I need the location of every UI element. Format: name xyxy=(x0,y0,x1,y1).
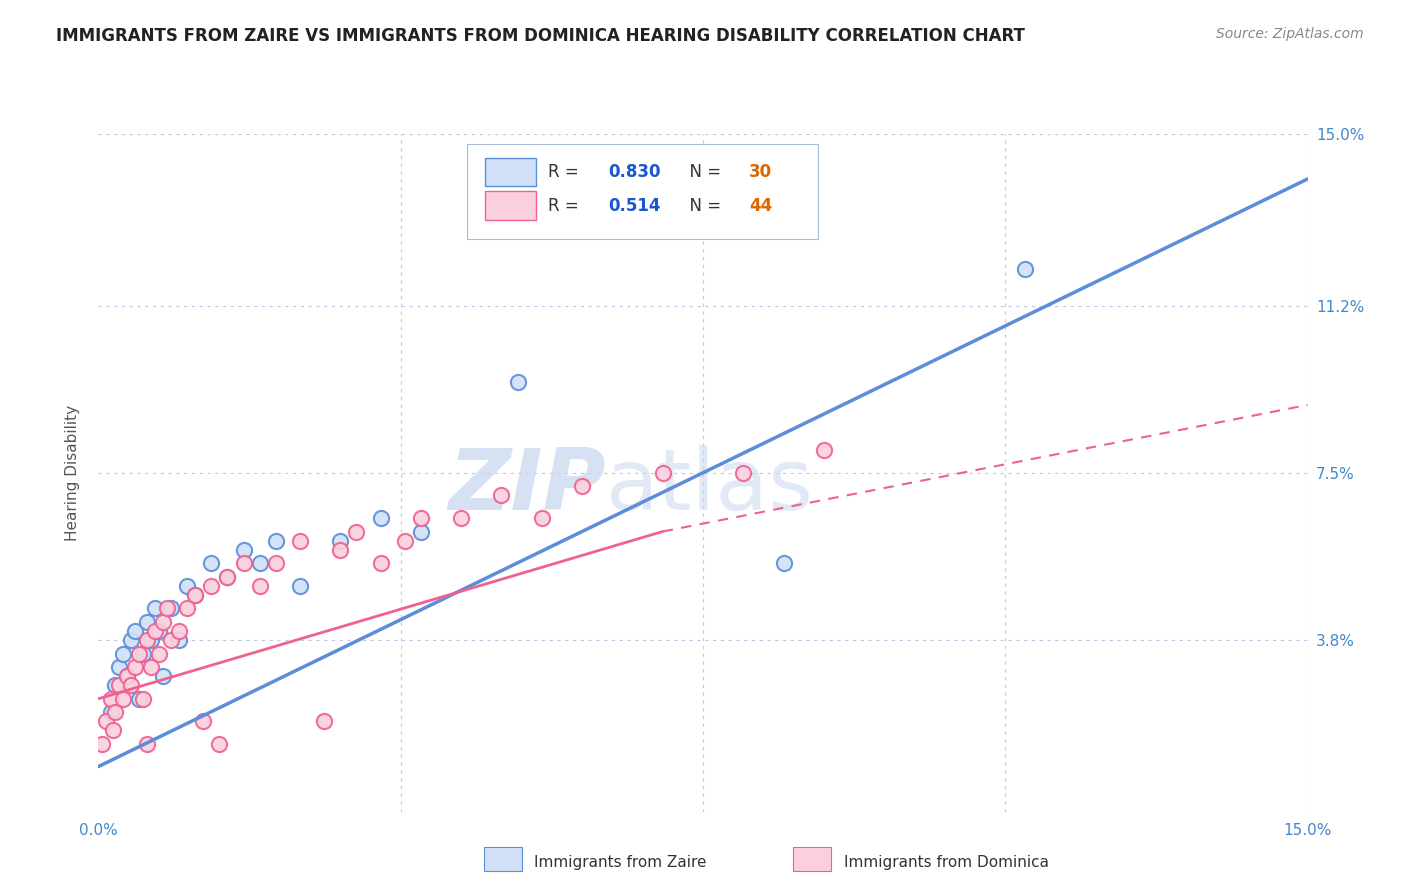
Point xyxy=(329,533,352,548)
Point xyxy=(200,579,222,593)
Text: 30: 30 xyxy=(749,163,772,181)
Text: 0.514: 0.514 xyxy=(609,197,661,215)
Text: 44: 44 xyxy=(749,197,772,215)
Point xyxy=(264,533,287,548)
Point xyxy=(132,691,155,706)
Point xyxy=(152,615,174,629)
Point xyxy=(135,737,157,751)
Point xyxy=(120,678,142,692)
Point xyxy=(530,511,553,525)
Point xyxy=(651,466,673,480)
Point xyxy=(143,624,166,638)
Point xyxy=(167,632,190,647)
Text: R =: R = xyxy=(548,197,585,215)
Point xyxy=(101,723,124,738)
Point xyxy=(217,570,239,584)
Point xyxy=(184,588,207,602)
Point xyxy=(91,737,114,751)
Point xyxy=(128,647,150,661)
Point xyxy=(124,660,146,674)
Point xyxy=(103,706,125,720)
Point xyxy=(135,615,157,629)
Text: atlas: atlas xyxy=(606,445,814,528)
Point xyxy=(370,556,392,570)
Point xyxy=(111,691,134,706)
Point xyxy=(96,714,118,729)
Point xyxy=(176,601,198,615)
Point xyxy=(167,624,190,638)
Point xyxy=(156,601,179,615)
Text: Immigrants from Zaire: Immigrants from Zaire xyxy=(534,855,707,870)
Point xyxy=(107,678,129,692)
Point xyxy=(143,601,166,615)
Point xyxy=(135,632,157,647)
Point xyxy=(152,669,174,683)
Point xyxy=(232,542,254,557)
Text: IMMIGRANTS FROM ZAIRE VS IMMIGRANTS FROM DOMINICA HEARING DISABILITY CORRELATION: IMMIGRANTS FROM ZAIRE VS IMMIGRANTS FROM… xyxy=(56,27,1025,45)
Point xyxy=(571,479,593,493)
FancyBboxPatch shape xyxy=(485,192,536,220)
Point xyxy=(288,533,311,548)
Point xyxy=(217,570,239,584)
Text: 0.830: 0.830 xyxy=(609,163,661,181)
Point xyxy=(111,647,134,661)
Text: Source: ZipAtlas.com: Source: ZipAtlas.com xyxy=(1216,27,1364,41)
Point xyxy=(772,556,794,570)
Point xyxy=(176,579,198,593)
Point xyxy=(139,632,162,647)
Point xyxy=(249,556,271,570)
Point xyxy=(115,669,138,683)
Point xyxy=(184,588,207,602)
Point xyxy=(120,632,142,647)
Point xyxy=(148,624,170,638)
Point xyxy=(103,678,125,692)
Y-axis label: Hearing Disability: Hearing Disability xyxy=(65,405,80,541)
Point xyxy=(124,624,146,638)
Point xyxy=(249,579,271,593)
Point xyxy=(394,533,416,548)
Point xyxy=(264,556,287,570)
Point xyxy=(370,511,392,525)
Point xyxy=(344,524,367,539)
Point xyxy=(232,556,254,570)
Point xyxy=(409,524,432,539)
Text: N =: N = xyxy=(679,197,725,215)
Point xyxy=(100,691,122,706)
Point xyxy=(200,556,222,570)
Point xyxy=(139,660,162,674)
Text: N =: N = xyxy=(679,163,725,181)
Point xyxy=(450,511,472,525)
Point xyxy=(813,443,835,458)
Point xyxy=(115,669,138,683)
Point xyxy=(733,466,755,480)
Point xyxy=(160,601,183,615)
Point xyxy=(128,691,150,706)
Point xyxy=(288,579,311,593)
Text: R =: R = xyxy=(548,163,585,181)
FancyBboxPatch shape xyxy=(485,158,536,186)
Point xyxy=(100,706,122,720)
Point xyxy=(314,714,336,729)
Point xyxy=(506,376,529,390)
Point xyxy=(1014,262,1036,277)
Point xyxy=(193,714,215,729)
Point xyxy=(208,737,231,751)
Point xyxy=(148,647,170,661)
Point xyxy=(160,632,183,647)
Text: ZIP: ZIP xyxy=(449,445,606,528)
Point xyxy=(132,647,155,661)
Point xyxy=(329,542,352,557)
Text: Immigrants from Dominica: Immigrants from Dominica xyxy=(844,855,1049,870)
Point xyxy=(409,511,432,525)
Point xyxy=(107,660,129,674)
Point xyxy=(491,488,513,502)
FancyBboxPatch shape xyxy=(467,144,818,239)
